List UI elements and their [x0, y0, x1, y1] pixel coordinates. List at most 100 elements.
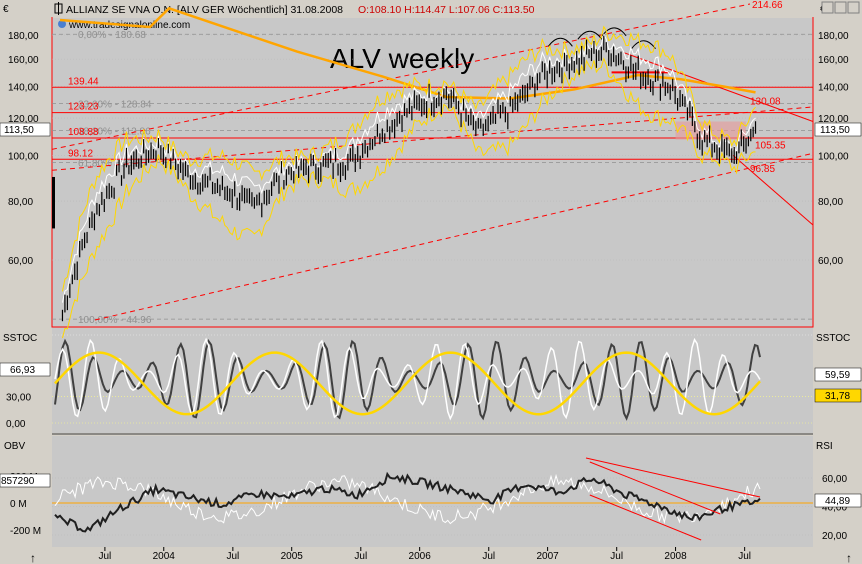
header-ohlc: O:108.10 H:114.47 L:107.06 C:113.50 — [358, 4, 535, 16]
envelope-line — [61, 33, 756, 303]
first-bar-marker — [52, 176, 55, 229]
bollinger-upper — [61, 25, 756, 292]
peak-arc — [547, 37, 573, 47]
price-y-tick-left: 160,00 — [8, 55, 39, 66]
fibonacci-label: 38,20% - 112.86 — [78, 127, 151, 138]
rsi-line — [54, 473, 761, 525]
header-title: ALLIANZ SE VNA O.N. [ALV GER Wöchentlich… — [66, 4, 343, 16]
fibonacci-label: 0,00% - 180.68 — [78, 30, 146, 41]
svg-text:113,50: 113,50 — [820, 125, 850, 136]
window-button-1[interactable] — [821, 1, 834, 14]
level-label: 214.66 — [752, 0, 783, 11]
svg-text:857290: 857290 — [1, 476, 35, 487]
price-y-tick-right: 120,00 — [818, 114, 849, 125]
peak-arc — [631, 40, 656, 50]
x-axis-labels: Jul 2004 Jul 2005 Jul 2006 Jul 2007 Jul 2008 Jul — [99, 551, 752, 562]
level-label: 123.23 — [68, 102, 99, 113]
obv-title: OBV — [4, 441, 25, 452]
channel-mid — [51, 106, 814, 171]
x-tick-label: Jul — [610, 551, 623, 562]
fibonacci-label: 61,80% - 96.65 — [78, 158, 146, 169]
obv-rsi-series — [54, 457, 761, 541]
arrow-bottom-right-icon[interactable]: ↑ — [846, 551, 852, 564]
price-indicators — [59, 6, 756, 339]
fibonacci-label: 100,00% - 44.96 — [78, 315, 152, 326]
level-label: 139.44 — [68, 76, 99, 87]
sstoc-slow-line — [54, 338, 761, 421]
x-tick-label: 2005 — [281, 551, 304, 562]
x-tick-label: Jul — [226, 551, 239, 562]
obv-trend-upper — [585, 457, 761, 498]
obv-y-tick: -200 M — [10, 526, 41, 537]
price-panel — [52, 18, 813, 327]
level-label: 108.88 — [68, 127, 99, 138]
moving-average-line — [59, 6, 756, 100]
sstoc-value-tags: 66,93 59,59 31,78 — [0, 362, 862, 403]
resistance-box — [675, 121, 746, 140]
obv-rsi-value-tags: 857290 44,89 — [0, 473, 862, 508]
price-y-tick-left: 80,00 — [8, 197, 33, 208]
downtrend-line — [624, 52, 814, 122]
price-y-tick-right: 140,00 — [818, 82, 849, 93]
svg-text:59,59: 59,59 — [825, 370, 850, 381]
sstoc-d-line — [54, 351, 761, 416]
currency-left: € — [3, 4, 9, 15]
svg-text:113,50: 113,50 — [4, 125, 34, 136]
price-y-tick-left: 120,00 — [8, 114, 39, 125]
obv-trend-lower — [589, 494, 702, 541]
obv-line — [54, 471, 761, 533]
fibonacci-label: 23,60% - 128.84 — [78, 99, 152, 110]
rsi-y-tick: 40,00 — [822, 503, 847, 514]
price-y-tick-left: 180,00 — [8, 31, 39, 42]
window-button-2[interactable] — [834, 1, 847, 14]
level-label: 96.85 — [750, 164, 775, 175]
sstoc-y-tick: 30,00 — [6, 393, 31, 404]
x-tick-label: 2007 — [536, 551, 559, 562]
obv-y-tick: 0 M — [10, 499, 27, 510]
svg-text:66,93: 66,93 — [10, 365, 35, 376]
price-y-tick-right: 180,00 — [818, 31, 849, 42]
price-y-tick-left: 100,00 — [8, 151, 39, 162]
x-tick-label: Jul — [354, 551, 367, 562]
arrow-bottom-left-icon[interactable]: ↑ — [30, 551, 36, 564]
peak-arc — [577, 30, 603, 40]
rsi-y-tick: 60,00 — [822, 474, 847, 485]
rsi-title: RSI — [816, 441, 833, 452]
price-y-tick-right: 80,00 — [818, 197, 843, 208]
level-label: 105.35 — [755, 141, 786, 152]
price-y-tick-right: 60,00 — [818, 256, 843, 267]
sstoc-title-left: SSTOC — [3, 333, 37, 344]
sstoc-y-tick: 0,00 — [6, 419, 26, 430]
trend-lines — [51, 3, 814, 321]
level-label: 130.08 — [750, 97, 781, 108]
x-tick-label: 2008 — [664, 551, 687, 562]
rsi-y-tick: 20,00 — [822, 531, 847, 542]
sstoc-k-line — [54, 337, 761, 421]
globe-icon — [58, 20, 66, 28]
svg-text:44,89: 44,89 — [825, 496, 850, 507]
chart-header: € € ALLIANZ SE VNA O.N. [ALV GER Wöchent… — [0, 0, 862, 17]
x-tick-label: Jul — [99, 551, 112, 562]
sstoc-title-right: SSTOC — [816, 333, 850, 344]
price-last-tag: 113,50 113,50 — [0, 122, 862, 137]
channel-lower — [94, 152, 814, 321]
horizontal-levels: 0,00% - 180.68 23,60% - 128.84 38,20% - 11… — [52, 0, 813, 326]
obv-rsi-panel — [52, 436, 813, 547]
x-tick-label: 2004 — [153, 551, 176, 562]
x-tick-label: Jul — [738, 551, 751, 562]
window-button-3[interactable] — [847, 1, 860, 14]
price-y-tick-left: 140,00 — [8, 82, 39, 93]
sstoc-series — [54, 337, 761, 421]
bollinger-lower — [61, 57, 756, 339]
obv-trend-middle — [589, 461, 721, 515]
price-y-tick-left: 60,00 — [8, 256, 33, 267]
breakdown-line — [732, 155, 814, 226]
channel-upper — [51, 3, 751, 150]
x-tick-label: 2006 — [409, 551, 432, 562]
price-series — [52, 35, 757, 322]
peak-arc — [601, 27, 627, 37]
price-y-tick-right: 100,00 — [818, 151, 849, 162]
chart-annotation: ALV weekly — [330, 43, 474, 74]
